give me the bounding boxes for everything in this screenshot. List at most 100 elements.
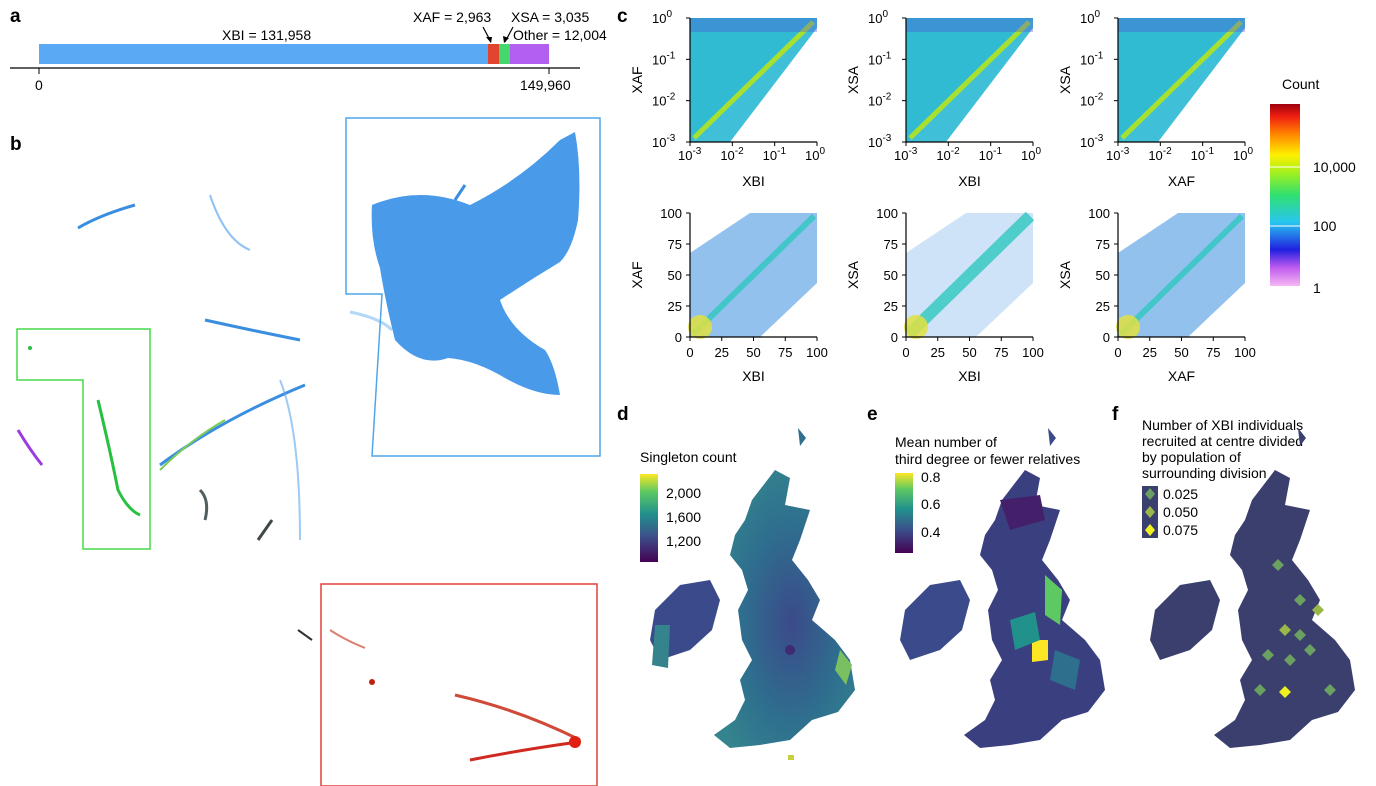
map-f-shetland [1298, 428, 1306, 446]
x-tick-label-3-3: 100 [1233, 146, 1253, 163]
x-tick-label-1-1: 10-2 [720, 146, 744, 163]
e-tick-04: 0.4 [921, 524, 941, 540]
arrowhead-xsa [503, 36, 509, 43]
f-legend-label-1: 0.025 [1163, 486, 1198, 502]
xsa-outline [16, 328, 151, 550]
x-axis-label-6: XAF [1168, 368, 1195, 384]
y-axis-label-5: XSA [845, 260, 861, 289]
y-tick-label-5-0: 0 [891, 330, 898, 345]
centre-markers [1254, 559, 1336, 698]
d-colorbar [640, 474, 658, 562]
x-tick-label-6-1: 25 [1143, 345, 1157, 360]
f-legend-marker-1 [1145, 488, 1155, 500]
bar-segment-xsa [499, 44, 510, 64]
y-tick-label-2-3: 100 [868, 9, 888, 26]
x-axis-label-5: XBI [958, 368, 981, 384]
density-diagonal-1 [692, 20, 815, 140]
y-tick-label-3-3: 100 [1080, 9, 1100, 26]
map-e-highlight [1032, 640, 1048, 662]
label-xsa: XSA = 3,035 [511, 9, 589, 25]
xaf-cluster-2 [469, 740, 579, 762]
centre-marker [1294, 594, 1306, 606]
centre-marker [1294, 629, 1306, 641]
y-tick-label-4-0: 0 [675, 330, 682, 345]
density-top-3 [1118, 18, 1245, 32]
umap-plot [16, 132, 581, 762]
x-tick-label-1-3: 100 [805, 146, 825, 163]
colorbar [1270, 104, 1300, 286]
density-top-2 [906, 18, 1033, 32]
centre-marker [1279, 624, 1291, 636]
panel-label-e: e [867, 404, 878, 425]
xsa-dot [28, 346, 32, 350]
gb-shape-f [1214, 470, 1355, 748]
y-tick-label-6-3: 75 [1096, 237, 1110, 252]
gb-shape-d [714, 470, 855, 748]
bar-segment-xaf [488, 44, 499, 64]
map-e-midlands [1010, 612, 1040, 650]
centre-marker [1312, 604, 1324, 616]
density-corner-5 [904, 315, 928, 339]
x-tick-label-6-4: 100 [1234, 345, 1256, 360]
f-title-4: surrounding division [1142, 465, 1267, 481]
ireland-shape-f [1150, 580, 1220, 660]
dark-strand [297, 629, 313, 641]
x-tick-label-2-0: 10-3 [894, 146, 918, 163]
other-cluster [16, 429, 44, 466]
cbar-label-100: 100 [1313, 218, 1337, 234]
centre-marker [1279, 686, 1291, 698]
panel-label-f: f [1112, 404, 1119, 425]
xsa-strand [159, 419, 226, 471]
density-diagonal-4 [690, 213, 817, 337]
d-tick-1600: 1,600 [666, 509, 701, 525]
panel-label-c: c [617, 6, 628, 27]
x-tick-label-4-2: 50 [746, 345, 760, 360]
bar-segment-other [510, 44, 549, 64]
centre-marker [1272, 559, 1284, 571]
y-tick-label-6-0: 0 [1103, 330, 1110, 345]
x-axis-label-3: XAF [1168, 173, 1195, 189]
tick-label-max: 149,960 [520, 77, 571, 93]
x-tick-label-6-2: 50 [1174, 345, 1188, 360]
map-d-hotspot [785, 645, 795, 655]
panel-label-d: d [617, 404, 629, 425]
f-legend-marker-3 [1145, 524, 1155, 536]
colorbar-title: Count [1282, 76, 1319, 92]
d-legend-title: Singleton count [640, 449, 737, 465]
dark-strand-2 [256, 519, 274, 541]
e-legend-title-1: Mean number of [895, 434, 997, 450]
density-corner-4 [688, 315, 712, 339]
density-top-1 [690, 18, 817, 32]
map-f [1150, 428, 1355, 748]
y-tick-label-3-0: 10-3 [1080, 133, 1104, 150]
centre-marker [1324, 684, 1336, 696]
density-corner-6 [1116, 315, 1140, 339]
x-axis-label-2: XBI [958, 173, 981, 189]
density-empty-2 [946, 28, 1033, 142]
x-tick-label-2-2: 10-1 [979, 146, 1003, 163]
arrowhead-xaf [486, 37, 492, 43]
y-tick-label-6-2: 50 [1096, 268, 1110, 283]
f-legend-label-3: 0.075 [1163, 522, 1198, 538]
x-tick-label-2-1: 10-2 [936, 146, 960, 163]
f-title-3: by population of [1142, 449, 1241, 465]
x-axis-label-4: XBI [742, 368, 765, 384]
map-e-east [1050, 650, 1080, 690]
y-axis-label-1: XAF [629, 66, 645, 93]
xaf-outline [320, 583, 598, 786]
d-tick-2000: 2,000 [666, 485, 701, 501]
x-tick-label-1-2: 10-1 [763, 146, 787, 163]
x-tick-label-3-1: 10-2 [1148, 146, 1172, 163]
ireland-west-d [652, 625, 670, 668]
ireland-shape-e [900, 580, 970, 660]
e-legend-title-2: third degree or fewer relatives [895, 451, 1080, 467]
xaf-dot [369, 679, 375, 685]
density-plots: 10-310-310-210-210-110-1100100XBIXAF10-3… [629, 9, 1256, 384]
f-title-2: recruited at centre divided [1142, 433, 1303, 449]
map-e [900, 428, 1105, 748]
y-tick-label-4-4: 100 [660, 206, 682, 221]
y-tick-label-5-1: 25 [884, 299, 898, 314]
y-tick-label-3-1: 10-2 [1080, 92, 1104, 109]
x-tick-label-4-4: 100 [806, 345, 828, 360]
